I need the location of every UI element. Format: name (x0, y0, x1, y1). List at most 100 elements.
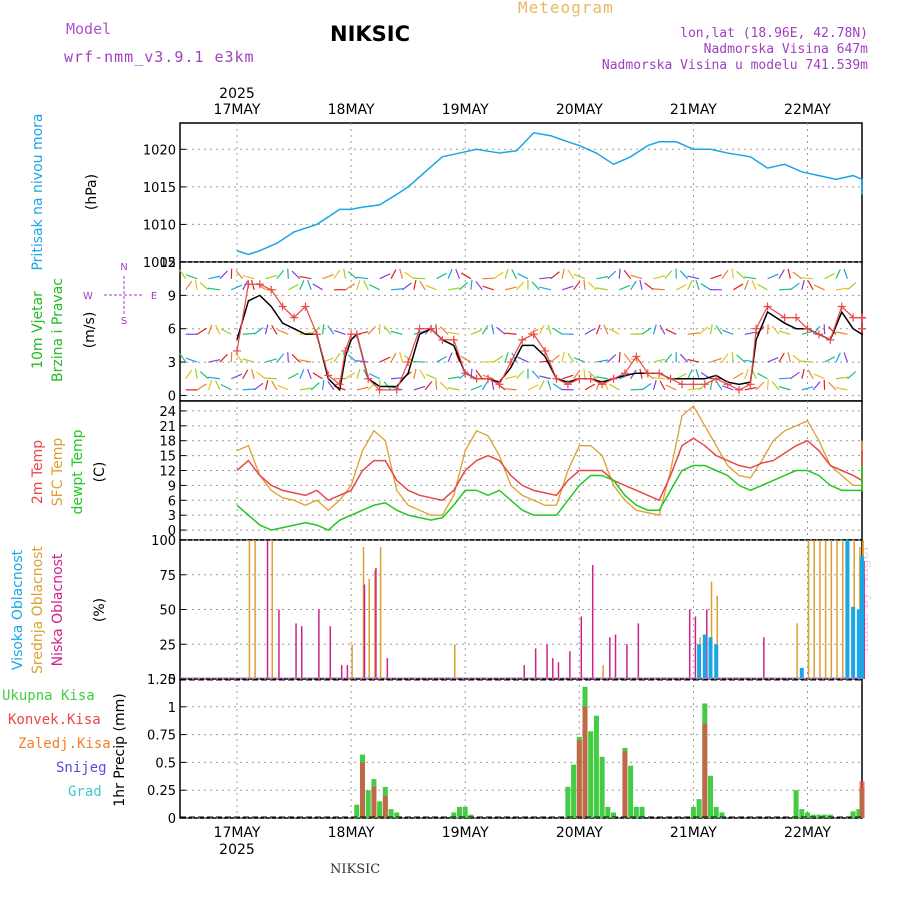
wind-barb (561, 268, 565, 279)
y-tick-label: 18 (159, 435, 176, 450)
precip-legend-item: Ukupna Kisa (2, 688, 95, 704)
wind-barb (504, 286, 517, 291)
wind-barb (653, 358, 666, 363)
precip-total-bar (565, 786, 571, 818)
wind-gust-marker (746, 380, 755, 389)
wind-barb (603, 324, 609, 335)
precip-conv-bar (859, 781, 865, 818)
wind-barb (220, 328, 232, 335)
x-bottom-day-label: 20MAY (556, 825, 603, 841)
wind-barb (757, 372, 768, 380)
wind-barb (596, 276, 609, 280)
precip-total-bar (633, 806, 639, 818)
wind-barb (731, 352, 734, 363)
wind-barb (504, 375, 517, 380)
wind-barb (790, 371, 800, 380)
wind-gust-marker (780, 313, 789, 322)
model-label: Model (66, 20, 112, 38)
precip-conv-bar (382, 795, 388, 818)
precip-total-bar (816, 814, 822, 818)
wind-barb (767, 356, 779, 363)
wind-barb (517, 273, 529, 280)
wind-barb (630, 333, 643, 335)
y-tick-label: 1010 (143, 218, 176, 233)
wind-barb (419, 369, 426, 380)
wind-gust-marker (506, 358, 515, 367)
wind-barb (715, 325, 723, 335)
wind-barb (291, 353, 301, 363)
wind-gust-marker (655, 369, 664, 378)
precip-total-bar (462, 806, 468, 818)
precip-conv-bar (582, 706, 588, 818)
wind-barb (801, 360, 814, 363)
wind-barb (679, 270, 689, 280)
wind-barb (709, 379, 713, 390)
wind-barb (253, 327, 264, 335)
x-bottom-day-label: 19MAY (442, 825, 489, 841)
precip-total-bar (690, 806, 696, 818)
y-tick-label: 24 (159, 405, 176, 420)
y-tick-label: 0 (168, 524, 176, 539)
wind-barb (618, 268, 621, 279)
wind-gust-marker (763, 302, 772, 311)
wind-gust-marker (375, 385, 384, 394)
wind-barb (531, 370, 540, 380)
wind-gust-marker (529, 330, 538, 339)
precip-total-bar (827, 814, 833, 818)
wind-barb (644, 282, 654, 291)
wind-title: 10m Vjetar (30, 291, 46, 369)
wind-barb (496, 326, 506, 335)
wind-barb (347, 271, 358, 280)
precip-conv-bar (702, 723, 708, 818)
y-tick-label: 6 (168, 494, 176, 509)
wind-gust-marker (837, 302, 846, 311)
wind-barb (587, 281, 597, 291)
wind-barb (199, 371, 209, 380)
wind-barb (231, 284, 243, 291)
compass-n: N (120, 262, 127, 273)
precip-total-bar (365, 790, 371, 818)
wind-barb (778, 377, 791, 380)
wind-gust-marker (449, 335, 458, 344)
y-tick-label: 1015 (143, 181, 176, 196)
wind-barb (460, 355, 472, 363)
wind-barb (265, 274, 278, 280)
wind-barb (491, 379, 495, 390)
wind-barb (356, 368, 361, 379)
wind-barb (687, 332, 700, 335)
wind-barb (828, 381, 837, 391)
wind-barb (607, 354, 617, 363)
wind-barb (185, 357, 198, 363)
wind-gust-marker (312, 330, 321, 339)
wind-barb (436, 272, 447, 280)
y-tick-label: 3 (168, 356, 176, 371)
wind-barb (196, 383, 207, 391)
wind-barb (679, 353, 689, 363)
wind-gust-marker (563, 380, 572, 389)
precip-total-bar (456, 806, 462, 818)
wind-barb (264, 377, 277, 380)
wind-gust-marker (352, 330, 361, 339)
cloud-high-title: Visoka Oblacnost (10, 549, 26, 670)
wind-barb (390, 288, 404, 291)
wind-barb (288, 372, 299, 380)
wind-barb (659, 380, 666, 391)
compass-cross (104, 276, 144, 316)
wind-barb (687, 280, 693, 291)
wind-barb (288, 283, 299, 291)
wind-barb (207, 380, 213, 391)
wind-barb (413, 277, 426, 280)
wind-barb (550, 354, 560, 363)
wind-barb (813, 284, 825, 291)
wind-barb (475, 280, 483, 291)
panel-frame (179, 122, 863, 263)
y-tick-label: 1020 (143, 143, 176, 158)
wind-barb (253, 382, 264, 391)
compass-s: S (121, 316, 127, 327)
precip-total-bar (639, 806, 645, 818)
wind-gust-marker (255, 280, 264, 289)
dewpt-line (236, 464, 863, 531)
wind-barb (755, 381, 765, 391)
wind-barb (219, 353, 228, 363)
y-tick-label: 21 (159, 420, 176, 435)
